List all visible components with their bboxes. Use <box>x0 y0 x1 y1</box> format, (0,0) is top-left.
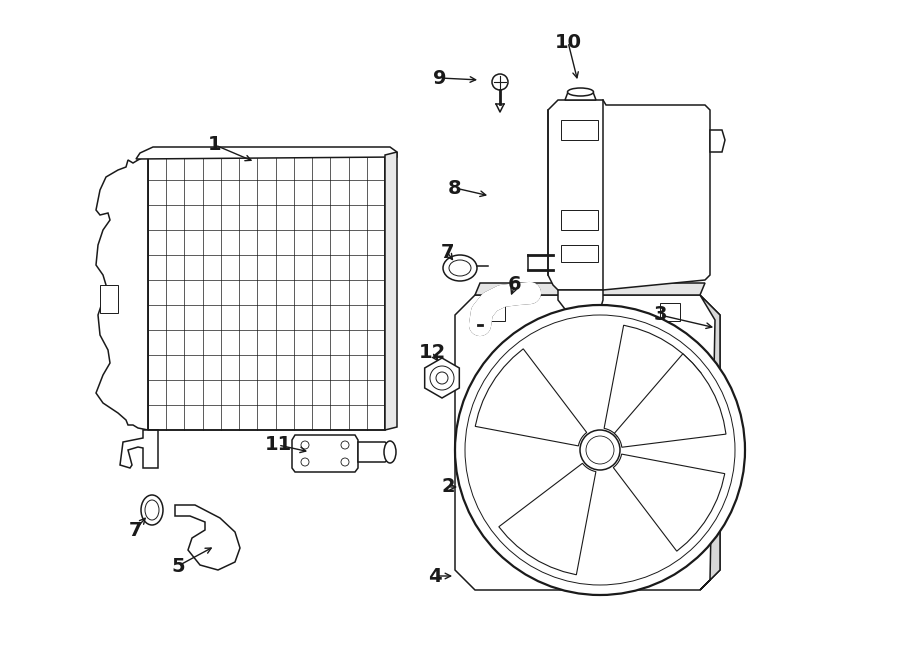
Polygon shape <box>595 400 625 420</box>
Polygon shape <box>615 354 726 447</box>
Text: 11: 11 <box>265 436 292 455</box>
Polygon shape <box>548 100 710 290</box>
Polygon shape <box>425 358 459 398</box>
Circle shape <box>301 458 309 466</box>
Polygon shape <box>561 245 598 262</box>
Text: 12: 12 <box>418 342 446 362</box>
Polygon shape <box>700 295 720 590</box>
Circle shape <box>455 305 745 595</box>
Text: 7: 7 <box>440 243 454 262</box>
Polygon shape <box>358 442 388 462</box>
Polygon shape <box>292 435 358 472</box>
Circle shape <box>301 441 309 449</box>
Circle shape <box>436 372 448 384</box>
Polygon shape <box>499 463 596 575</box>
Polygon shape <box>475 283 705 295</box>
Polygon shape <box>660 303 680 321</box>
Text: 3: 3 <box>653 305 667 325</box>
Text: 8: 8 <box>448 178 462 198</box>
Polygon shape <box>148 155 385 430</box>
Circle shape <box>580 430 620 470</box>
Ellipse shape <box>568 88 593 96</box>
Text: 10: 10 <box>554 32 581 52</box>
Polygon shape <box>175 505 240 570</box>
Polygon shape <box>96 155 148 430</box>
Polygon shape <box>120 430 158 468</box>
Polygon shape <box>385 152 397 430</box>
Text: 4: 4 <box>428 566 442 586</box>
Circle shape <box>341 458 349 466</box>
Text: 2: 2 <box>441 477 454 496</box>
Ellipse shape <box>443 255 477 281</box>
Ellipse shape <box>384 441 396 463</box>
Text: 7: 7 <box>128 520 142 539</box>
Polygon shape <box>615 345 645 365</box>
Polygon shape <box>100 285 118 313</box>
Circle shape <box>492 74 508 90</box>
Text: 5: 5 <box>171 557 184 576</box>
Text: 1: 1 <box>208 136 221 155</box>
Polygon shape <box>613 454 725 551</box>
Polygon shape <box>136 147 397 159</box>
Polygon shape <box>710 130 725 152</box>
Polygon shape <box>455 295 720 590</box>
Polygon shape <box>475 349 587 446</box>
Polygon shape <box>561 120 598 140</box>
Circle shape <box>341 441 349 449</box>
Text: 6: 6 <box>508 276 522 295</box>
Ellipse shape <box>141 495 163 525</box>
Polygon shape <box>615 375 645 395</box>
Polygon shape <box>565 92 596 100</box>
Polygon shape <box>485 303 505 321</box>
Text: 9: 9 <box>433 69 446 87</box>
Polygon shape <box>604 325 701 437</box>
Polygon shape <box>558 290 603 317</box>
Polygon shape <box>561 210 598 230</box>
